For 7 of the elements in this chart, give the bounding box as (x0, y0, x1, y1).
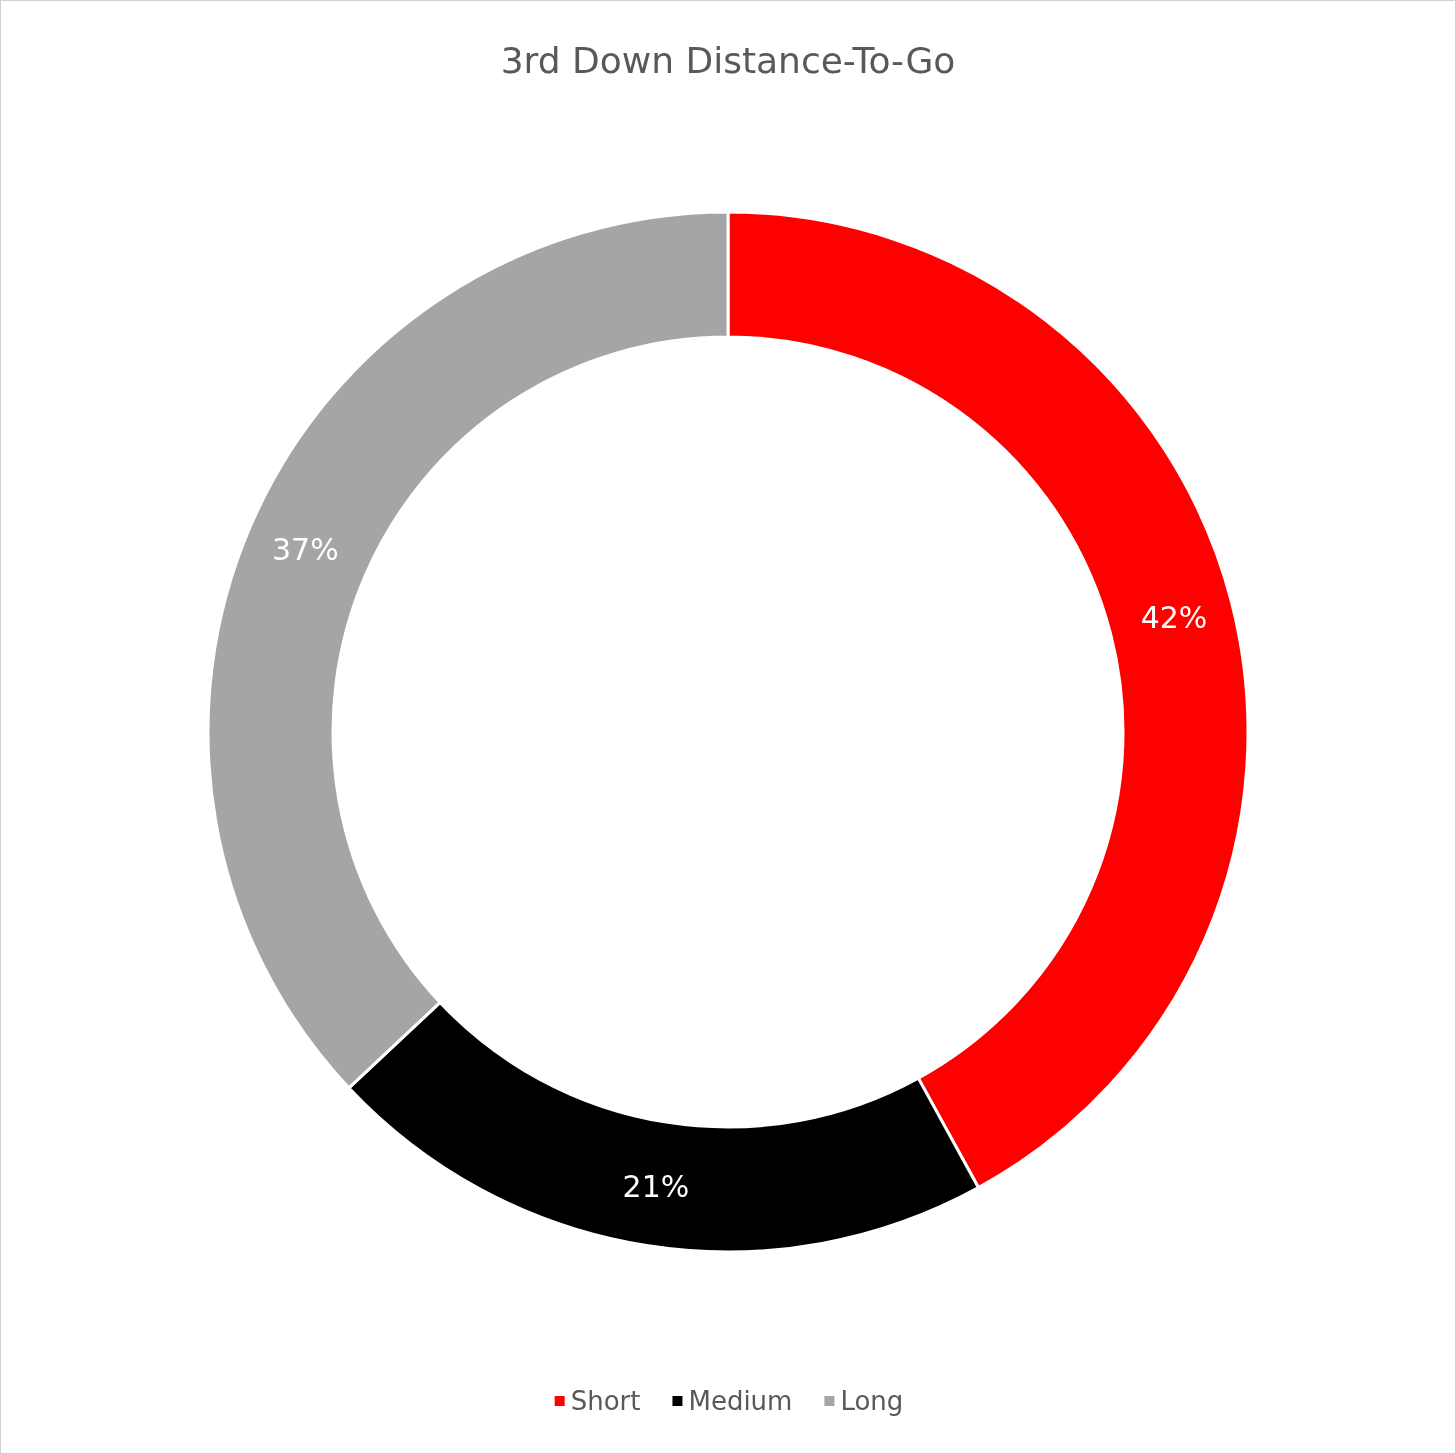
data-label: 21% (622, 1169, 690, 1205)
data-label: 37% (272, 531, 339, 567)
data-label: 42% (1140, 599, 1208, 635)
legend-label: Long (840, 1386, 904, 1416)
chart-title: 3rd Down Distance-To-Go (500, 39, 956, 81)
legend-label: Medium (688, 1386, 793, 1416)
legend-label: Short (570, 1386, 641, 1416)
